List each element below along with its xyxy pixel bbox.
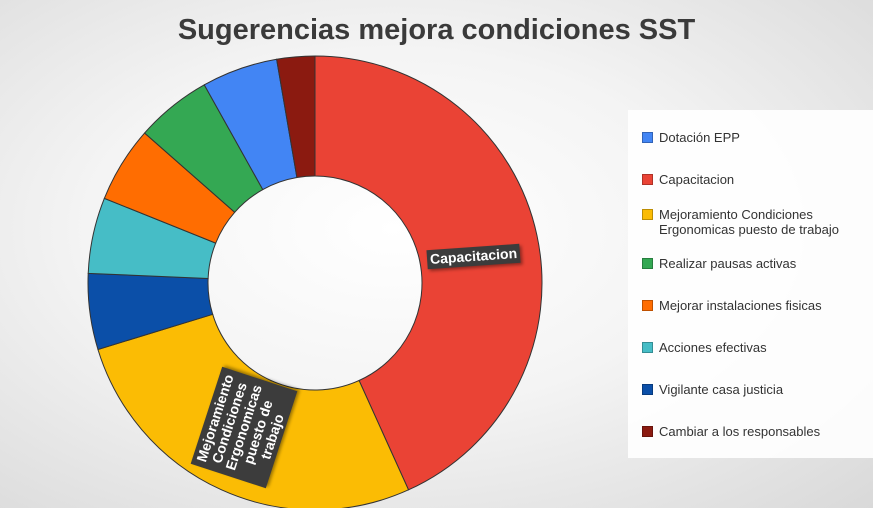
legend-item: Capacitacion <box>642 172 873 187</box>
slice <box>314 55 543 491</box>
legend: Dotación EPP Capacitacion Mejoramiento Con… <box>628 110 873 458</box>
legend-label: Dotación EPP <box>659 130 740 145</box>
legend-swatch <box>642 209 653 220</box>
legend-item: Mejorar instalaciones fisicas <box>642 298 873 313</box>
legend-item: Cambiar a los responsables <box>642 424 873 439</box>
legend-swatch <box>642 426 653 437</box>
legend-item: Dotación EPP <box>642 130 873 145</box>
legend-label: Cambiar a los responsables <box>659 424 821 439</box>
legend-label: Vigilante casa justicia <box>659 382 784 397</box>
legend-swatch <box>642 174 653 185</box>
legend-item: Realizar pausas activas <box>642 256 873 271</box>
legend-item: Acciones efectivas <box>642 340 873 355</box>
slice <box>276 55 316 179</box>
legend-item: Vigilante casa justicia <box>642 382 873 397</box>
legend-item: Mejoramiento Condiciones Ergonomicas pue… <box>642 207 873 237</box>
legend-swatch <box>642 300 653 311</box>
legend-label: Capacitacion <box>659 172 735 187</box>
legend-label: Acciones efectivas <box>659 340 767 355</box>
legend-swatch <box>642 258 653 269</box>
legend-label: Realizar pausas activas <box>659 256 797 271</box>
legend-label: Mejoramiento Condiciones Ergonomicas pue… <box>659 207 839 237</box>
chart-title: Sugerencias mejora condiciones SST <box>177 14 696 46</box>
legend-swatch <box>642 384 653 395</box>
legend-swatch <box>642 132 653 143</box>
legend-swatch <box>642 342 653 353</box>
legend-label: Mejorar instalaciones fisicas <box>659 298 822 313</box>
